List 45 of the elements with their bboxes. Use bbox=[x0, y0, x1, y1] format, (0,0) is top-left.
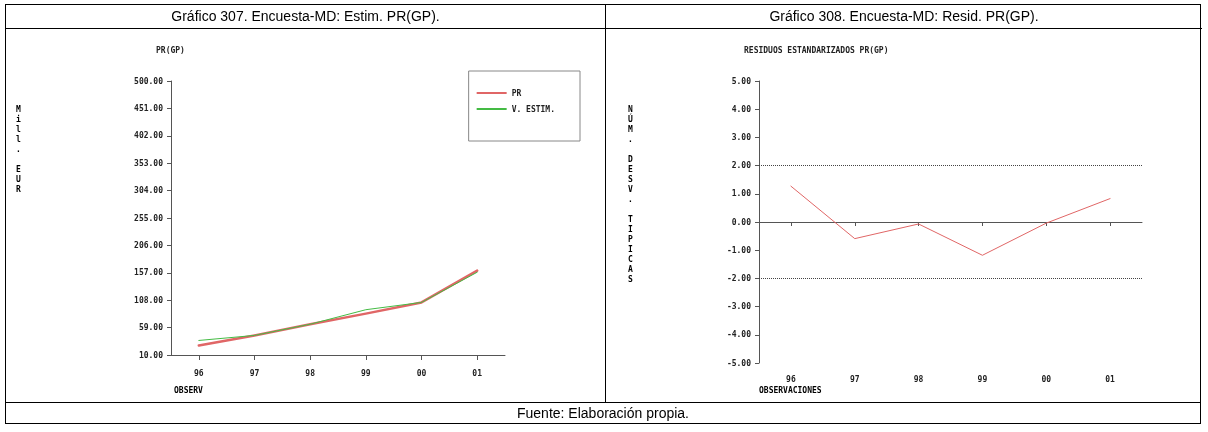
y-tick-label: -2.00 bbox=[726, 273, 752, 283]
y-tick-label: -5.00 bbox=[726, 358, 752, 368]
y-tick-label: 157.00 bbox=[134, 268, 164, 278]
y-tick-label: 0.00 bbox=[731, 217, 752, 227]
x-tick-label: 99 bbox=[977, 374, 988, 384]
x-tick-label: 98 bbox=[305, 368, 316, 378]
x-tick-label: 96 bbox=[194, 368, 204, 378]
y-tick-label: 4.00 bbox=[731, 104, 752, 114]
legend-label: PR bbox=[511, 88, 522, 98]
y-axis-title: Mill. EUR bbox=[14, 105, 23, 195]
x-tick-label: 01 bbox=[1105, 374, 1116, 384]
y-tick-label: 353.00 bbox=[134, 158, 164, 168]
y-tick-label: 304.00 bbox=[134, 186, 164, 196]
y-tick-label: 59.00 bbox=[138, 323, 164, 333]
y-tick-label: 402.00 bbox=[134, 131, 164, 141]
y-tick-label: 10.00 bbox=[138, 350, 164, 360]
y-axis-title: NÚM. DESV. TIPICAS bbox=[626, 105, 635, 285]
y-tick-label: 1.00 bbox=[731, 189, 752, 199]
x-axis-title: OBSERV bbox=[174, 386, 203, 395]
x-tick-label: 97 bbox=[249, 368, 260, 378]
chart-title: Gráfico 308. Encuesta-MD: Resid. PR(GP). bbox=[606, 5, 1202, 29]
chart-subtitle: PR(GP) bbox=[156, 45, 185, 55]
y-tick-label: 451.00 bbox=[134, 103, 164, 113]
x-tick-label: 96 bbox=[786, 374, 796, 384]
y-tick-label: 206.00 bbox=[134, 240, 164, 250]
x-tick-label: 00 bbox=[416, 368, 427, 378]
chart-subtitle: RESIDUOS ESTANDARIZADOS PR(GP) bbox=[744, 45, 889, 55]
y-tick-label: 2.00 bbox=[731, 161, 752, 171]
chart-title: Gráfico 307. Encuesta-MD: Estim. PR(GP). bbox=[6, 5, 605, 29]
y-tick-label: 5.00 bbox=[731, 76, 752, 86]
x-tick-label: 99 bbox=[361, 368, 371, 378]
x-tick-label: 00 bbox=[1041, 374, 1052, 384]
y-tick-label: 108.00 bbox=[134, 295, 164, 305]
source-note: Fuente: Elaboración propia. bbox=[6, 402, 1200, 423]
x-tick-label: 01 bbox=[472, 368, 483, 378]
y-tick-label: -3.00 bbox=[726, 302, 752, 312]
y-tick-label: 255.00 bbox=[134, 213, 164, 223]
y-tick-label: 3.00 bbox=[731, 132, 752, 142]
x-tick-label: 97 bbox=[849, 374, 860, 384]
legend-label: V. ESTIM. bbox=[511, 104, 556, 114]
y-tick-label: 500.00 bbox=[134, 76, 164, 86]
y-tick-label: -1.00 bbox=[726, 245, 752, 255]
x-axis-title: OBSERVACIONES bbox=[759, 386, 822, 395]
x-tick-label: 98 bbox=[913, 374, 924, 384]
y-tick-label: -4.00 bbox=[726, 330, 752, 340]
